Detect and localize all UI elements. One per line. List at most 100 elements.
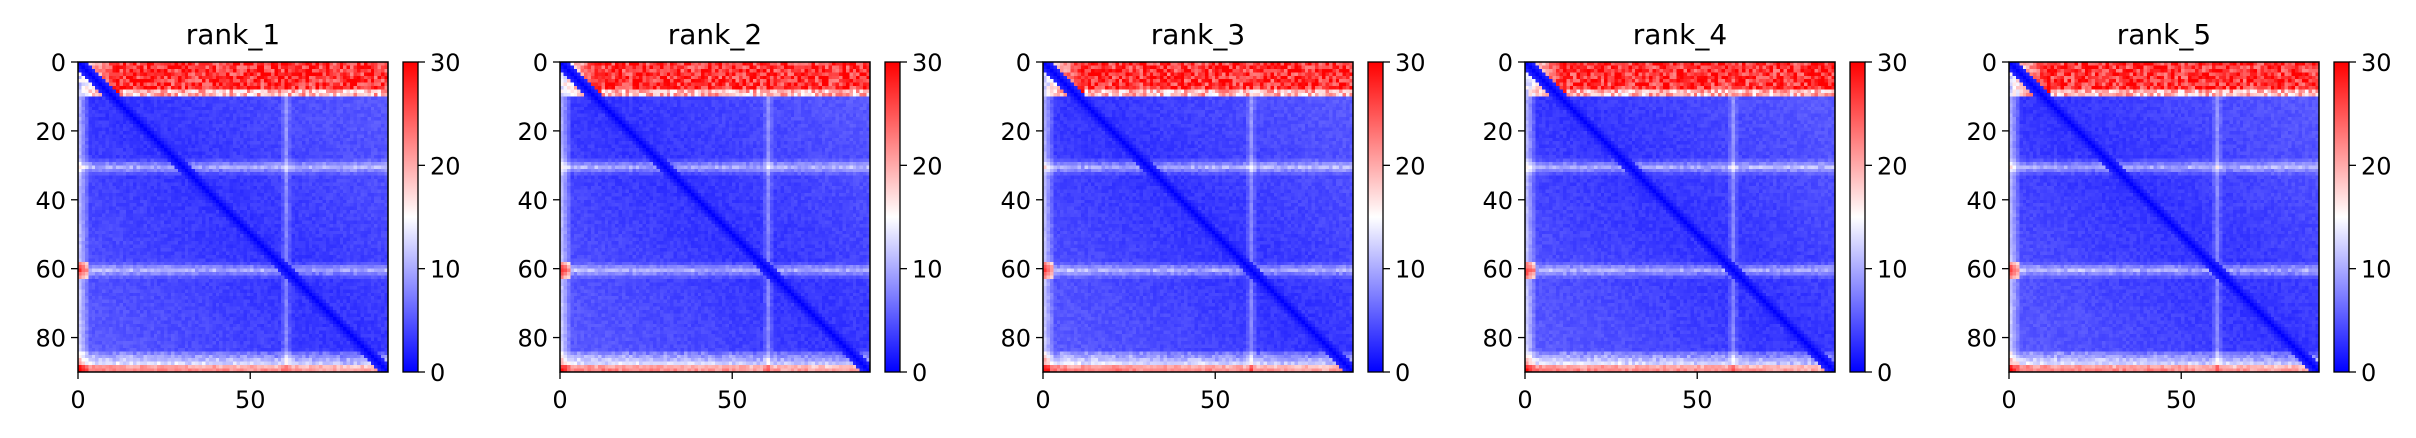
heatmap-cell (350, 83, 354, 87)
heatmap-cell (340, 76, 344, 80)
heatmap-cell (205, 79, 209, 83)
heatmap-cell (109, 86, 113, 90)
heatmap-cell (233, 72, 237, 76)
heatmap-cell (298, 79, 302, 83)
heatmap-cell (223, 96, 227, 100)
heatmap-cell (199, 69, 203, 73)
heatmap-cell (319, 83, 323, 87)
heatmap-cell (274, 72, 278, 76)
heatmap-cell (354, 76, 358, 80)
heatmap-cell (188, 79, 192, 83)
heatmap-cell (95, 100, 99, 104)
heatmap-cell (254, 93, 258, 97)
heatmap-cell (130, 79, 134, 83)
heatmap-cell (381, 79, 385, 83)
heatmap-cell (278, 90, 282, 94)
heatmap-cell (161, 65, 165, 69)
heatmap-cell (312, 93, 316, 97)
heatmap-cell (157, 76, 161, 80)
heatmap-cell (274, 76, 278, 80)
heatmap-cell (126, 65, 130, 69)
heatmap-cell (347, 86, 351, 90)
heatmap-cell (305, 69, 309, 73)
heatmap-cell (264, 72, 268, 76)
heatmap-cell (171, 86, 175, 90)
heatmap-cell (112, 86, 116, 90)
heatmap-cell (281, 93, 285, 97)
heatmap-cell (219, 93, 223, 97)
heatmap-cell (99, 79, 103, 83)
heatmap-cell (271, 72, 275, 76)
heatmap-cell (378, 72, 382, 76)
heatmap-cell (257, 76, 261, 80)
heatmap-cell (112, 83, 116, 87)
heatmap-cell (371, 93, 375, 97)
heatmap-cell (137, 93, 141, 97)
heatmap-cell (340, 83, 344, 87)
heatmap-cell (85, 72, 89, 76)
heatmap-cell (316, 96, 320, 100)
heatmap-cell (147, 86, 151, 90)
heatmap-cell (192, 72, 196, 76)
heatmap-cell (119, 79, 123, 83)
heatmap-cell (364, 76, 368, 80)
heatmap-cell (285, 79, 289, 83)
heatmap-cell (247, 65, 251, 69)
heatmap-cell (199, 93, 203, 97)
heatmap-cell (106, 86, 110, 90)
heatmap-cell (233, 96, 237, 100)
heatmap-cell (195, 79, 199, 83)
heatmap-cell (278, 79, 282, 83)
heatmap-cell (264, 93, 268, 97)
heatmap-cell (168, 90, 172, 94)
heatmap-cell (371, 65, 375, 69)
heatmap-cell (360, 83, 364, 87)
heatmap-cell (168, 79, 172, 83)
heatmap-cell (161, 69, 165, 73)
heatmap-cell (92, 96, 96, 100)
heatmap-cell (292, 76, 296, 80)
heatmap-cell (247, 86, 251, 90)
heatmap-cell (309, 76, 313, 80)
heatmap-cell (216, 90, 220, 94)
heatmap-cell (309, 79, 313, 83)
heatmap-cell (316, 86, 320, 90)
heatmap-cell (271, 76, 275, 80)
heatmap-cell (347, 93, 351, 97)
heatmap-cell (302, 83, 306, 87)
heatmap-cell (181, 93, 185, 97)
heatmap-cell (350, 65, 354, 69)
heatmap-cell (267, 65, 271, 69)
heatmap-cell (350, 86, 354, 90)
heatmap-cell (106, 79, 110, 83)
heatmap-cell (85, 93, 89, 97)
heatmap-cell (264, 79, 268, 83)
heatmap-cell (95, 96, 99, 100)
heatmap-cell (371, 83, 375, 87)
heatmap-cell (298, 83, 302, 87)
heatmap-cell (157, 86, 161, 90)
heatmap-cell (367, 83, 371, 87)
heatmap-cell (257, 86, 261, 90)
heatmap-cell (116, 76, 120, 80)
heatmap-cell (164, 86, 168, 90)
heatmap-cell (236, 86, 240, 90)
heatmap-cell (309, 69, 313, 73)
heatmap-cell (178, 90, 182, 94)
heatmap-cell (354, 69, 358, 73)
heatmap-cell (243, 83, 247, 87)
heatmap-cell (199, 90, 203, 94)
heatmap-cell (347, 69, 351, 73)
heatmap-cell (357, 69, 361, 73)
heatmap-cell (257, 90, 261, 94)
heatmap-cell (343, 90, 347, 94)
heatmap-cell (85, 69, 89, 73)
heatmap-cell (102, 90, 106, 94)
heatmap-cell (264, 65, 268, 69)
heatmap-cell (267, 72, 271, 76)
heatmap-cell (295, 96, 299, 100)
heatmap-cell (357, 86, 361, 90)
heatmap-cell (161, 93, 165, 97)
heatmap-cell (264, 83, 268, 87)
heatmap-cell (223, 69, 227, 73)
